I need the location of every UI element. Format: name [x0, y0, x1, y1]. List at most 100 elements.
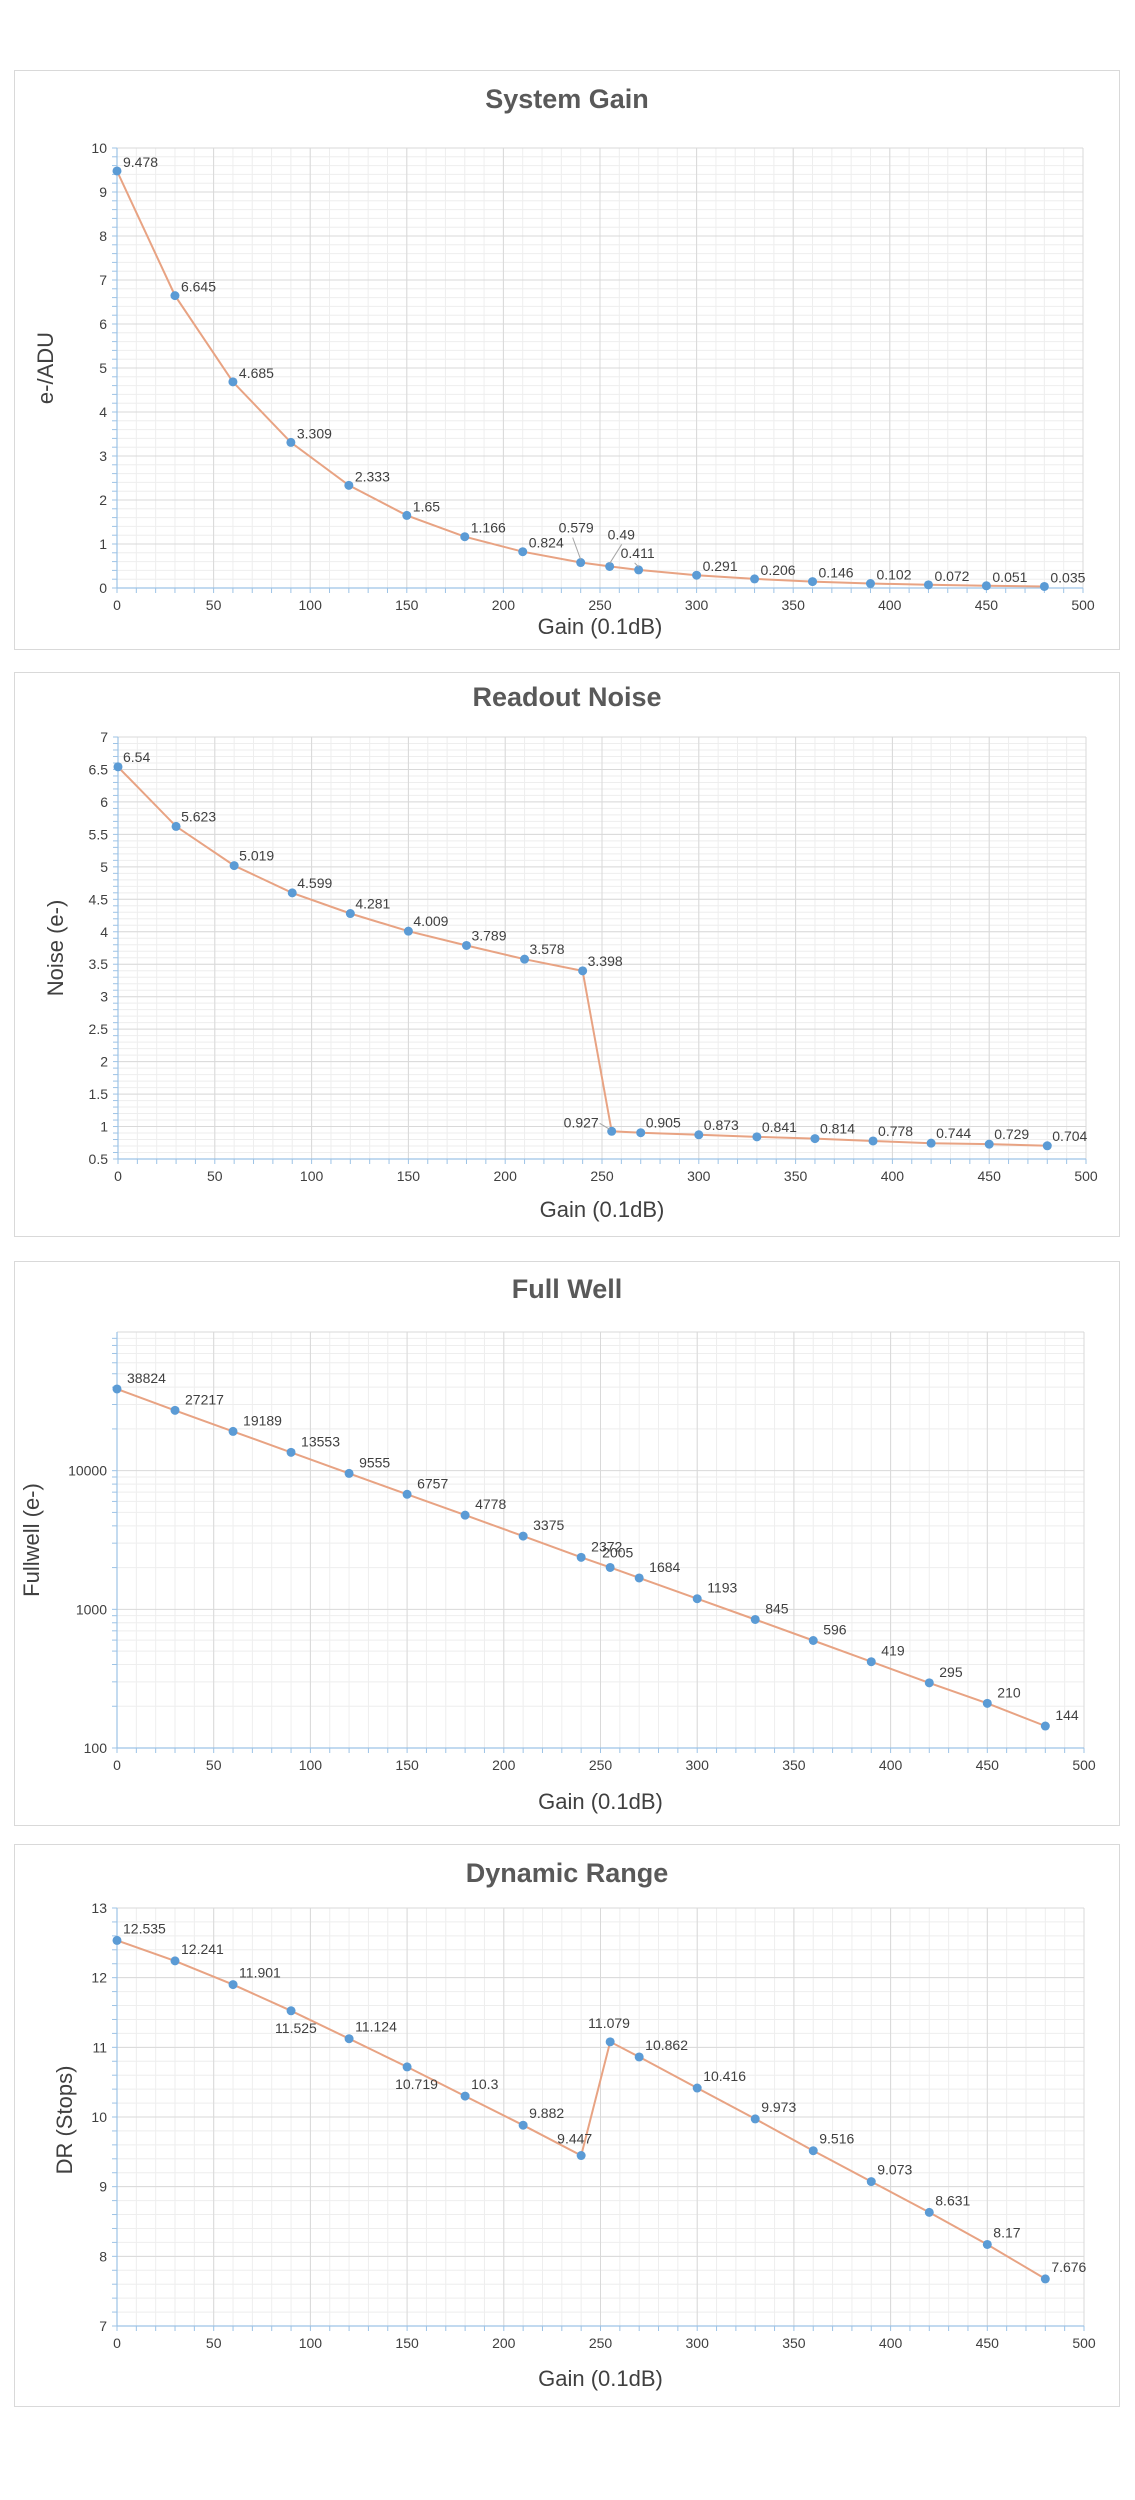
data-label: 5.623 — [181, 808, 216, 824]
x-tick-label: 400 — [881, 1168, 905, 1184]
chart-panel-readout-noise: 0 50 100 150 200 250 300 350 400 450 500 0.5 1 1.5 2 2.… — [14, 672, 1120, 1237]
data-point — [576, 2151, 586, 2161]
data-point — [923, 580, 933, 590]
x-tick-label: 350 — [782, 2335, 806, 2351]
data-label: 0.824 — [529, 535, 564, 551]
data-label: 9.973 — [761, 2099, 796, 2115]
y-tick-label: 6 — [99, 316, 107, 332]
data-point — [518, 2120, 528, 2130]
data-point — [924, 1678, 934, 1688]
x-tick-label: 350 — [784, 1168, 808, 1184]
data-label: 3.789 — [471, 927, 506, 943]
data-point — [810, 1134, 820, 1144]
data-label: 12.535 — [123, 1920, 166, 1936]
y-tick-label: 2.5 — [89, 1021, 109, 1037]
data-label: 4.281 — [355, 896, 390, 912]
data-label: 13553 — [301, 1433, 340, 1449]
data-point — [692, 570, 702, 580]
data-point — [403, 926, 413, 936]
data-point — [868, 1136, 878, 1146]
x-tick-label: 200 — [492, 1757, 516, 1773]
data-point — [865, 579, 875, 589]
data-label: 0.035 — [1050, 569, 1085, 585]
data-label: 4.685 — [239, 365, 274, 381]
y-tick-label: 3 — [100, 989, 108, 1005]
x-tick-label: 300 — [685, 597, 709, 613]
y-tick-label: 7 — [99, 272, 107, 288]
y-tick-label: 12 — [91, 1970, 107, 1986]
data-label: 38824 — [127, 1370, 166, 1386]
data-point — [344, 2034, 354, 2044]
x-tick-label: 150 — [395, 1757, 419, 1773]
x-tick-label: 250 — [589, 2335, 613, 2351]
chart-panel-dynamic-range: 0 50 100 150 200 250 300 350 400 450 500 7 8 9 10 11 12 1… — [14, 1844, 1120, 2407]
y-axis-label: Fullwell (e-) — [19, 1483, 44, 1597]
x-axis-label: Gain (0.1dB) — [540, 1197, 665, 1222]
data-point — [692, 1594, 702, 1604]
data-label: 0.291 — [703, 558, 738, 574]
x-tick-label: 0 — [114, 1168, 122, 1184]
data-point — [1039, 581, 1049, 591]
data-point — [287, 888, 297, 898]
data-point — [345, 909, 355, 919]
data-label: 1193 — [707, 1580, 737, 1596]
data-point — [344, 480, 354, 490]
data-point — [605, 2037, 615, 2047]
data-label: 9.478 — [123, 154, 158, 170]
data-point — [926, 1138, 936, 1148]
y-tick-label: 2 — [99, 492, 107, 508]
data-point — [286, 2006, 296, 2016]
y-tick-label: 6.5 — [89, 761, 109, 777]
data-label: 3.309 — [297, 425, 332, 441]
x-tick-label: 50 — [206, 2335, 222, 2351]
data-label-leader — [572, 537, 582, 560]
data-label: 8.631 — [935, 2192, 970, 2208]
data-point — [518, 1531, 528, 1541]
x-tick-label: 450 — [976, 1757, 1000, 1773]
data-label: 0.814 — [820, 1121, 855, 1137]
data-label: 0.051 — [992, 569, 1027, 585]
data-point — [112, 166, 122, 176]
data-label: 9.882 — [529, 2105, 564, 2121]
data-point — [750, 1614, 760, 1624]
data-label: 10.3 — [471, 2076, 498, 2092]
series-line — [116, 170, 1045, 588]
data-label: 8.17 — [993, 2224, 1020, 2240]
data-label: 9.516 — [819, 2131, 854, 2147]
y-tick-label: 6 — [100, 794, 108, 810]
data-label: 12.241 — [181, 1941, 224, 1957]
data-point — [634, 1573, 644, 1583]
x-tick-label: 450 — [978, 1168, 1002, 1184]
data-point — [229, 861, 239, 871]
y-tick-label: 4.5 — [89, 891, 109, 907]
y-tick-label: 7 — [99, 2318, 107, 2334]
data-point — [518, 547, 528, 557]
data-point — [460, 1510, 470, 1520]
major-gridlines — [117, 736, 1087, 1160]
data-point — [692, 2083, 702, 2093]
data-point — [402, 510, 412, 520]
data-label: 10.862 — [645, 2037, 688, 2053]
data-label: 2372 — [591, 1538, 622, 1554]
x-tick-label: 150 — [397, 1168, 421, 1184]
data-label: 11.079 — [588, 2015, 630, 2031]
x-tick-label: 200 — [494, 1168, 518, 1184]
y-tick-label: 2 — [100, 1054, 108, 1070]
data-point — [636, 1128, 646, 1138]
data-label: 2.333 — [355, 468, 390, 484]
data-point — [112, 1935, 122, 1945]
x-tick-label: 0 — [113, 2335, 121, 2351]
y-tick-label: 8 — [99, 228, 107, 244]
x-axis-label: Gain (0.1dB) — [538, 2366, 663, 2391]
data-point — [752, 1132, 762, 1142]
data-label: 4778 — [475, 1496, 506, 1512]
data-point — [402, 1489, 412, 1499]
x-tick-label: 400 — [879, 1757, 903, 1773]
x-tick-label: 300 — [686, 2335, 710, 2351]
y-tick-label: 3 — [99, 448, 107, 464]
data-point — [461, 940, 471, 950]
x-axis-label: Gain (0.1dB) — [538, 614, 663, 639]
data-label: 5.019 — [239, 848, 274, 864]
x-tick-label: 50 — [206, 597, 222, 613]
y-tick-label: 4 — [99, 404, 107, 420]
